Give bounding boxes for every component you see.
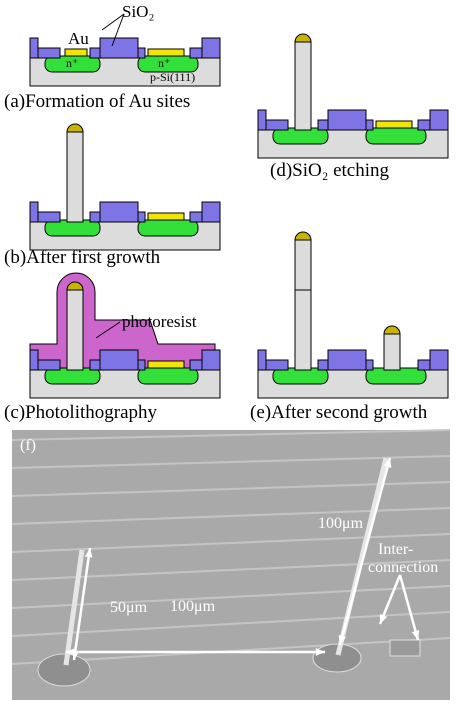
sio2 [202, 38, 220, 58]
au-pad [148, 213, 184, 220]
length-label: 100μm [318, 515, 364, 532]
n-label: n⁺ [158, 56, 170, 70]
sio2 [258, 350, 266, 370]
n-label: n⁺ [66, 56, 78, 70]
sio2 [328, 110, 366, 130]
length-label: 100μm [170, 598, 216, 615]
sio2 [30, 350, 38, 370]
au-label: Au [68, 29, 89, 48]
interconnection-label: Inter- [378, 541, 413, 558]
n-well [138, 220, 198, 236]
figure: Au SiO₂ n⁺ n⁺ p-Si(111) (a)Formation of … [0, 0, 463, 707]
caption: (d)SiO₂ etching [270, 160, 390, 181]
n-well [138, 368, 198, 384]
caption: (c)Photolithography [4, 402, 158, 423]
au-cap [295, 34, 311, 42]
sio2 [328, 350, 366, 370]
photoresist-label: photoresist [122, 312, 197, 331]
interconnect-pad [390, 640, 420, 656]
length-label: 50μm [110, 599, 148, 616]
sio2 [430, 350, 448, 370]
drawings [12, 14, 450, 700]
nanowire [384, 334, 400, 370]
nanowire [295, 42, 311, 130]
interconnection-label: connection [368, 559, 438, 576]
au-pad [376, 121, 412, 128]
sio2 [100, 350, 138, 370]
sio2 [100, 202, 138, 222]
sio2 [30, 38, 38, 58]
au-pad [65, 49, 87, 56]
au-cap [67, 124, 83, 132]
sio2 [100, 38, 138, 58]
au-cap [384, 326, 400, 334]
sem-label: (f) [20, 437, 36, 454]
au-pad [148, 361, 184, 368]
au-pad [148, 49, 184, 56]
caption: (b)After first growth [4, 247, 161, 268]
caption: (a)Formation of Au sites [4, 91, 190, 112]
pit [38, 654, 90, 686]
sio2 [430, 110, 448, 130]
nanowire [67, 132, 83, 222]
n-well [366, 128, 426, 144]
sio2 [202, 350, 220, 370]
caption: (e)After second growth [250, 402, 428, 423]
nanowire [295, 240, 311, 370]
pit [313, 644, 361, 672]
substrate-label: p-Si(111) [150, 70, 195, 84]
au-cap [295, 232, 311, 240]
sio2 [30, 202, 38, 222]
sio2 [258, 110, 266, 130]
sio2 [202, 202, 220, 222]
sio2-label: SiO₂ [122, 2, 154, 21]
nanowire [67, 290, 83, 370]
